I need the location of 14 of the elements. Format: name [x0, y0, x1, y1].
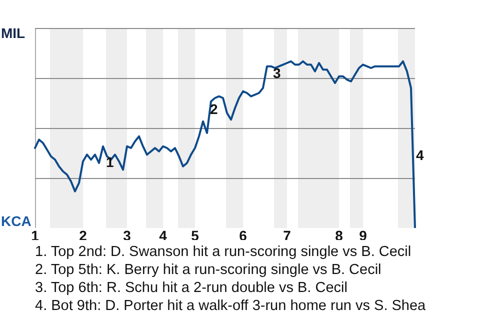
- x-tick-label: 1: [31, 227, 40, 244]
- text: 4: [416, 147, 424, 163]
- annotation: 1: [106, 154, 114, 170]
- x-tick-label: 7: [283, 227, 292, 244]
- x-tick-label: 4: [159, 227, 168, 244]
- annotation: 2: [210, 101, 218, 117]
- text: 3. Top 6th: R. Schu hit a 2-run double vs B. Cecil: [35, 279, 348, 297]
- x-tick-label: 2: [79, 227, 88, 244]
- text: MIL: [1, 25, 26, 41]
- text: 4. Bot 9th: D. Porter hit a walk-off 3-run home run vs S. Shea: [35, 297, 426, 315]
- text: 2. Top 5th: K. Berry hit a run-scoring single vs B. Cecil: [35, 261, 382, 279]
- text: 1. Top 2nd: D. Swanson hit a run-scoring single vs B. Cecil: [35, 243, 412, 261]
- annotation: 3: [273, 65, 281, 81]
- text: KCA: [1, 213, 32, 229]
